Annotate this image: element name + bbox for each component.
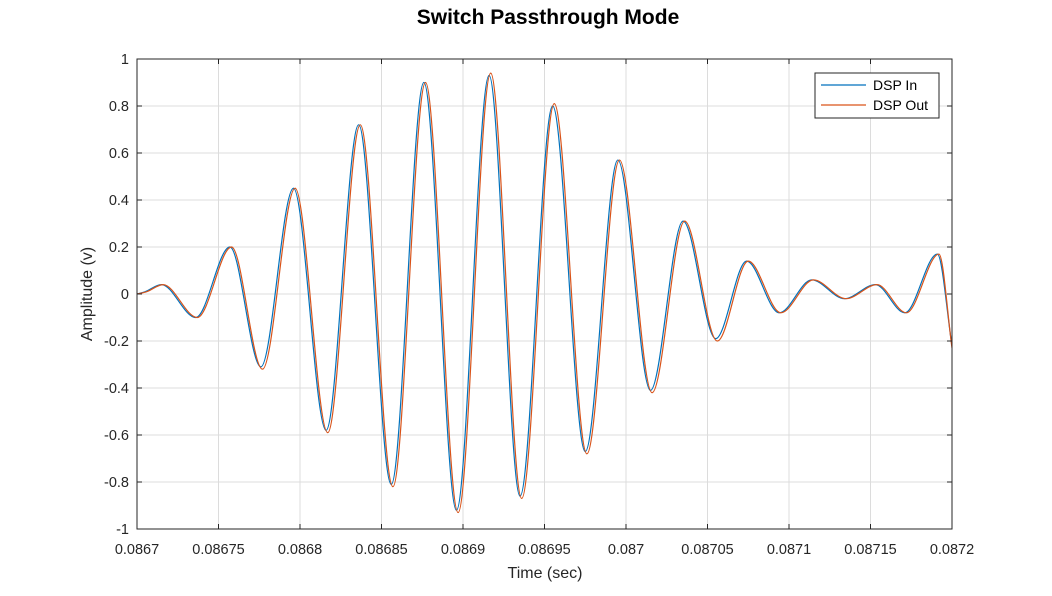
x-tick-label: 0.08695 (518, 542, 570, 558)
legend: DSP In DSP Out (814, 72, 940, 119)
x-tick-labels: 0.0867 0.08675 0.0868 0.08685 0.0869 0.08695 0… (115, 542, 974, 558)
axis-ticks (136, 58, 953, 530)
x-tick-label: 0.0872 (930, 542, 974, 558)
y-tick-label: -0.6 (104, 428, 129, 444)
y-tick-label: 0.2 (109, 240, 129, 256)
x-tick-label: 0.0871 (767, 542, 811, 558)
series-line-dsp-in (137, 74, 952, 511)
y-tick-label: 1 (121, 52, 129, 68)
x-tick-label: 0.08705 (681, 542, 733, 558)
legend-box (814, 72, 940, 119)
grid (136, 58, 953, 530)
y-tick-labels: -1 -0.8 -0.6 -0.4 -0.2 0 0.2 0.4 0.6 0.8 1 (104, 52, 129, 538)
x-tick-label: 0.0867 (115, 542, 159, 558)
x-axis-label: Time (sec) (508, 565, 583, 582)
chart-title: Switch Passthrough Mode (417, 6, 680, 29)
x-tick-label: 0.08675 (192, 542, 244, 558)
y-tick-label: 0.8 (109, 99, 129, 115)
y-tick-label: -0.2 (104, 334, 129, 350)
legend-entry-label: DSP In (873, 77, 917, 93)
y-tick-label: 0.6 (109, 146, 129, 162)
y-tick-label: 0 (121, 287, 129, 303)
y-axis-label: Amplitude (v) (79, 247, 96, 341)
plot-lines (137, 72, 952, 514)
series-line-dsp-out (137, 72, 952, 514)
x-tick-label: 0.087 (608, 542, 644, 558)
x-tick-label: 0.0868 (278, 542, 322, 558)
legend-entry-label: DSP Out (873, 97, 928, 113)
x-tick-label: 0.08715 (844, 542, 896, 558)
y-tick-label: -0.4 (104, 381, 129, 397)
x-tick-label: 0.08685 (355, 542, 407, 558)
y-tick-label: -1 (116, 522, 129, 538)
y-tick-label: -0.8 (104, 475, 129, 491)
y-tick-label: 0.4 (109, 193, 129, 209)
x-tick-label: 0.0869 (441, 542, 485, 558)
